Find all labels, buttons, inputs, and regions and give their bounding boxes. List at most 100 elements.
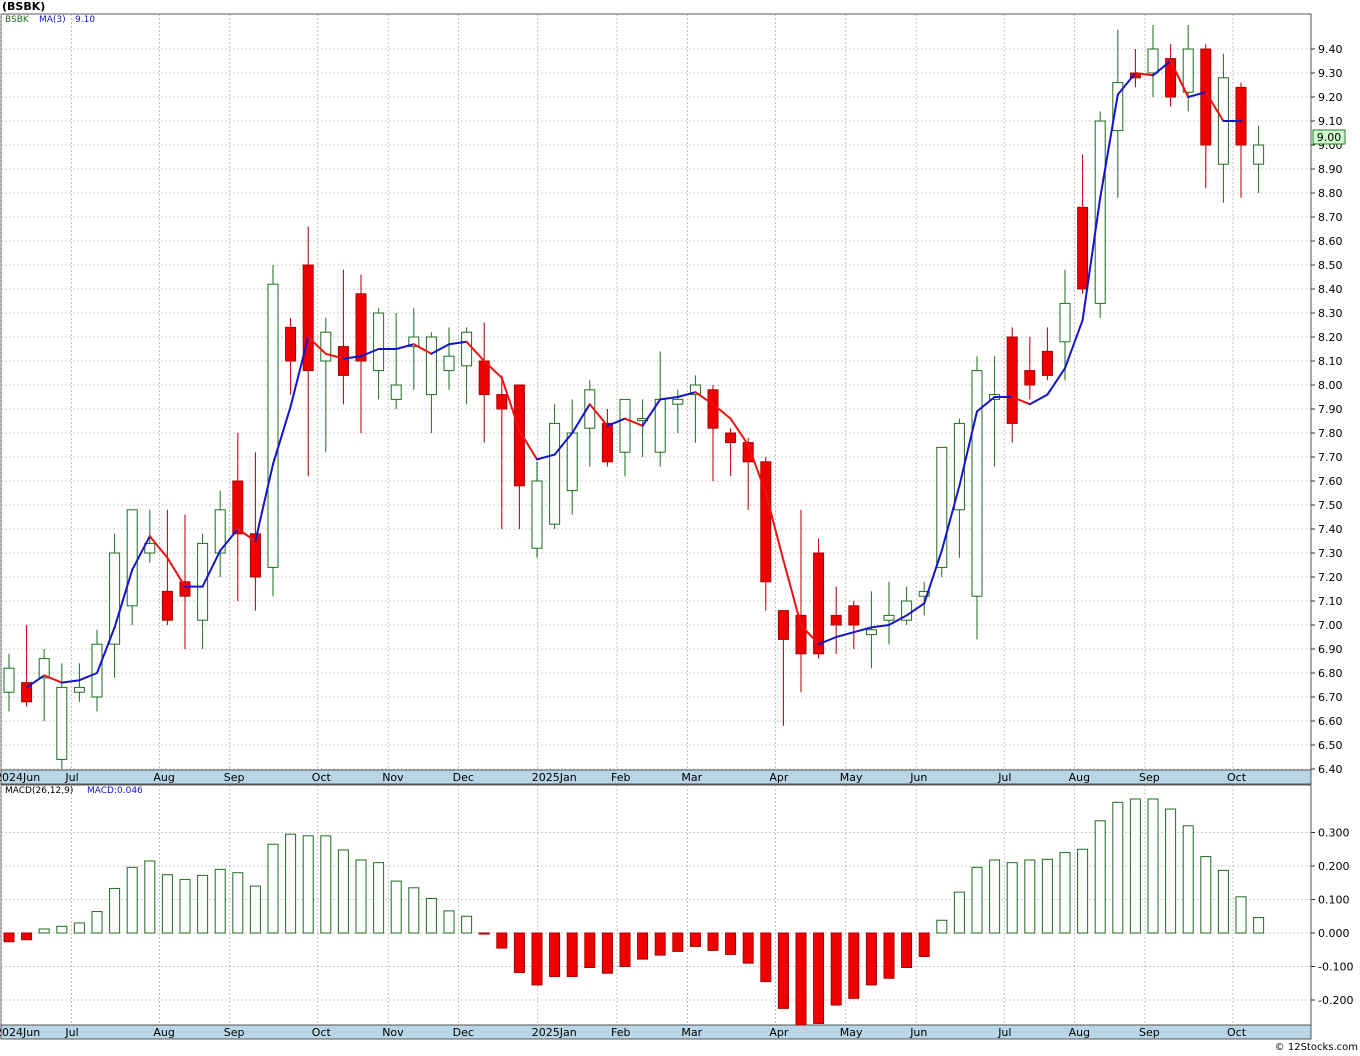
ma3-segment xyxy=(412,343,433,355)
macd-bar-positive xyxy=(425,897,437,934)
macd-legend-value: MACD:0.046 xyxy=(87,786,143,796)
ma3-segment xyxy=(518,429,538,461)
price-y-tick-label: 7.10 xyxy=(1318,595,1343,608)
macd-bar-positive xyxy=(1006,862,1018,934)
candle-up xyxy=(214,490,226,577)
candle-up xyxy=(425,332,437,433)
ma3-segment xyxy=(342,355,362,360)
candle-up xyxy=(619,398,631,477)
price-legend-ma-value: 9.10 xyxy=(75,15,96,25)
ma3-segment xyxy=(307,336,327,355)
ma3-segment xyxy=(1028,393,1049,406)
candle-up xyxy=(1112,29,1124,198)
macd-bar-positive xyxy=(443,910,455,934)
macd-bar-negative xyxy=(619,932,631,967)
footer-credit: © 12Stocks.com xyxy=(1274,1042,1358,1053)
macd-bar-positive xyxy=(1165,808,1177,934)
ma3-segment xyxy=(588,403,609,427)
chart-title: (BSBK) xyxy=(2,0,46,13)
price-y-tick-label: 7.60 xyxy=(1318,475,1343,488)
candle-down xyxy=(760,457,772,611)
candle-body xyxy=(725,432,737,444)
macd-bar-negative xyxy=(813,932,825,1024)
candle-down xyxy=(1041,327,1053,381)
macd-x-tick-label: 2024Jun xyxy=(0,1026,40,1039)
ma3-segment xyxy=(131,535,151,571)
price-y-tick-label: 6.90 xyxy=(1318,643,1343,656)
macd-y-axis: -0.200 -0.100 0.000 0.100 0.200 0.300 xyxy=(1311,827,1353,1007)
candle-up xyxy=(461,327,473,405)
macd-bar-positive xyxy=(1182,825,1194,934)
candle-body xyxy=(38,658,50,679)
ma3-segment xyxy=(641,398,662,427)
candle-body xyxy=(1112,82,1124,132)
candle-body xyxy=(373,312,385,372)
candle-down xyxy=(813,538,825,659)
candle-body xyxy=(302,264,314,372)
candle-up xyxy=(865,591,877,669)
candle-up xyxy=(936,446,948,577)
price-y-tick-label: 7.50 xyxy=(1318,499,1343,512)
ma3-segment xyxy=(536,453,556,461)
macd-bar-positive xyxy=(73,922,85,934)
candle-down xyxy=(302,226,314,477)
price-gridlines xyxy=(0,14,1311,770)
price-x-tick-label: Oct xyxy=(1227,771,1247,784)
price-x-tick-label: Jul xyxy=(997,771,1011,784)
macd-x-axis: 2024Jun Jul Aug Sep Oct Nov Dec 2025Jan Feb Mar Ap… xyxy=(0,1026,1247,1039)
ma3-segment xyxy=(624,417,644,427)
price-x-tick-label: Mar xyxy=(681,771,702,784)
macd-x-tick-label: 2025Jan xyxy=(532,1026,577,1039)
macd-bar-negative xyxy=(725,932,737,955)
macd-x-tick-label: Mar xyxy=(681,1026,702,1039)
price-x-axis: 2024Jun Jul Aug Sep Oct Nov Dec 2025Jan Feb Mar Ap… xyxy=(0,771,1247,784)
price-plot-area xyxy=(0,13,1312,771)
macd-x-tick-label: Sep xyxy=(1139,1026,1160,1039)
price-x-tick-label: Nov xyxy=(382,771,404,784)
ma3-segment xyxy=(219,528,239,552)
candle-up xyxy=(1059,269,1071,381)
macd-x-tick-label: Apr xyxy=(769,1026,789,1039)
candle-up xyxy=(883,581,895,645)
macd-x-tick-label: Aug xyxy=(1069,1026,1090,1039)
candle-body xyxy=(443,355,455,372)
ma3-segment xyxy=(676,391,697,398)
price-y-tick-label: 8.10 xyxy=(1318,355,1343,368)
candle-down xyxy=(496,375,508,529)
price-y-tick-label: 8.90 xyxy=(1318,163,1343,176)
candle-up xyxy=(549,404,561,529)
ma3-segment xyxy=(236,528,257,542)
candle-down xyxy=(355,274,367,433)
candle-up xyxy=(38,649,50,721)
ma3-segment xyxy=(289,336,310,408)
macd-bar-positive xyxy=(1253,917,1265,934)
price-x-tick-label: Sep xyxy=(1139,771,1160,784)
price-legend-ma-label: MA(3) xyxy=(39,15,66,25)
macd-legend-label: MACD(26,12,9) xyxy=(5,786,74,796)
price-y-tick-label: 7.30 xyxy=(1318,547,1343,560)
ma3-segment xyxy=(571,403,591,434)
candle-body xyxy=(813,552,825,655)
macd-bar-positive xyxy=(161,874,173,934)
candle-body xyxy=(513,384,525,487)
ma3-segment xyxy=(782,559,802,626)
macd-bar-positive xyxy=(56,925,68,934)
candle-down xyxy=(21,625,33,707)
ma3-segment xyxy=(500,376,521,432)
macd-bar-positive xyxy=(953,891,965,934)
macd-bar-negative xyxy=(883,932,895,979)
candle-body xyxy=(918,590,930,597)
macd-bar-positive xyxy=(1077,848,1089,934)
ma3-segment xyxy=(888,614,908,626)
macd-y-tick-label: 0.000 xyxy=(1318,927,1350,940)
candle-body xyxy=(1165,58,1177,98)
candle-down xyxy=(1077,154,1089,294)
price-y-tick-label: 8.70 xyxy=(1318,211,1343,224)
ma3-segment xyxy=(923,549,943,605)
candle-up xyxy=(109,533,121,678)
price-y-tick-label: 6.70 xyxy=(1318,691,1343,704)
macd-x-tick-label: May xyxy=(840,1026,863,1039)
candle-up xyxy=(901,586,913,625)
candle-body xyxy=(109,552,121,645)
